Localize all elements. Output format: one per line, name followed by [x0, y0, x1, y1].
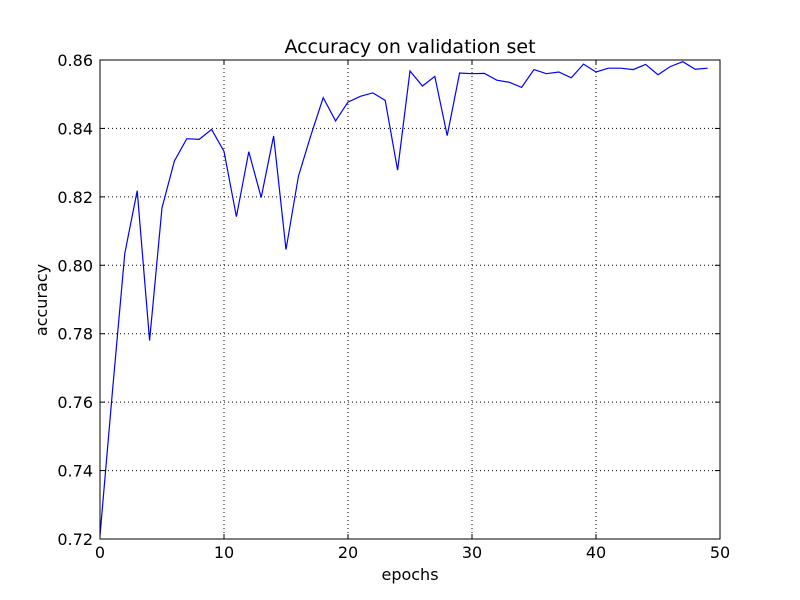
x-tick-label: 30 — [462, 543, 482, 562]
y-tick-label: 0.74 — [57, 462, 93, 481]
grid-layer — [100, 60, 720, 539]
x-tick-label: 10 — [214, 543, 234, 562]
series-line — [99, 61, 708, 536]
x-tick-label: 0 — [95, 543, 105, 562]
y-tick-label: 0.72 — [57, 530, 93, 549]
x-axis-label: epochs — [381, 565, 438, 584]
y-tick-label: 0.76 — [57, 393, 93, 412]
plot-frame — [99, 59, 721, 540]
y-tick-label: 0.82 — [57, 188, 93, 207]
y-tick-label: 0.78 — [57, 325, 93, 344]
y-axis-label: accuracy — [32, 264, 51, 336]
chart-title: Accuracy on validation set — [284, 36, 535, 58]
x-tick-label: 20 — [338, 543, 358, 562]
x-tick-label: 50 — [710, 543, 730, 562]
y-tick-label: 0.84 — [57, 119, 93, 138]
tick-layer: 0 10 20 30 40 50 0.72 0.74 0.76 0.78 0.80 0.82 0.84 0… — [57, 51, 730, 562]
x-tick-label: 40 — [586, 543, 606, 562]
y-tick-label: 0.80 — [57, 256, 93, 275]
series-layer — [99, 61, 708, 536]
y-tick-label: 0.86 — [57, 51, 93, 70]
